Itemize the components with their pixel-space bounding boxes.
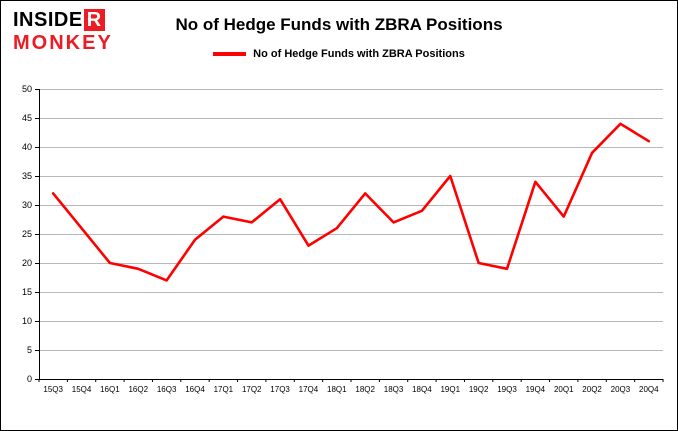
x-tick-label: 19Q2 bbox=[469, 385, 489, 394]
title-block: No of Hedge Funds with ZBRA Positions No… bbox=[1, 15, 677, 60]
logo-red-letter: R bbox=[83, 9, 105, 31]
x-tick-label: 15Q3 bbox=[43, 385, 63, 394]
x-tick-label: 17Q2 bbox=[242, 385, 262, 394]
x-tick-label: 20Q3 bbox=[611, 385, 631, 394]
y-tick-label: 40 bbox=[22, 142, 32, 152]
chart-title: No of Hedge Funds with ZBRA Positions bbox=[175, 15, 503, 34]
y-tick-label: 50 bbox=[22, 84, 32, 94]
x-tick-label: 19Q4 bbox=[526, 385, 546, 394]
y-tick-label: 5 bbox=[27, 345, 32, 355]
legend-line-swatch bbox=[213, 52, 247, 56]
legend: No of Hedge Funds with ZBRA Positions bbox=[1, 48, 677, 60]
x-tick-label: 16Q4 bbox=[185, 385, 205, 394]
x-tick-label: 19Q1 bbox=[440, 385, 460, 394]
x-tick-label: 20Q2 bbox=[582, 385, 602, 394]
x-tick-label: 18Q3 bbox=[384, 385, 404, 394]
x-tick-label: 17Q3 bbox=[270, 385, 290, 394]
y-tick-label: 20 bbox=[22, 258, 32, 268]
x-tick-label: 18Q2 bbox=[355, 385, 375, 394]
x-tick-label: 18Q1 bbox=[327, 385, 347, 394]
y-tick-label: 30 bbox=[22, 200, 32, 210]
x-tick-label: 19Q3 bbox=[497, 385, 517, 394]
insider-monkey-logo: INSIDE R MONKEY bbox=[13, 9, 113, 54]
x-tick-label: 17Q1 bbox=[214, 385, 234, 394]
y-tick-label: 10 bbox=[22, 316, 32, 326]
x-tick-label: 17Q4 bbox=[299, 385, 319, 394]
x-axis-labels: 15Q3 15Q4 16Q1 16Q2 16Q3 16Q4 17Q1 17Q2 17Q3 17Q4… bbox=[43, 385, 659, 394]
legend-label: No of Hedge Funds with ZBRA Positions bbox=[253, 48, 465, 60]
x-tick-label: 16Q3 bbox=[157, 385, 177, 394]
x-tick-label: 16Q2 bbox=[128, 385, 148, 394]
x-tick-label: 20Q4 bbox=[639, 385, 659, 394]
x-tick-label: 16Q1 bbox=[100, 385, 120, 394]
logo-insider-prefix: INSIDE bbox=[13, 9, 83, 31]
y-tick-label: 0 bbox=[27, 374, 32, 384]
x-tick-label: 20Q1 bbox=[554, 385, 574, 394]
x-tick-label: 18Q4 bbox=[412, 385, 432, 394]
y-tick-label: 35 bbox=[22, 171, 32, 181]
x-axis-ticks bbox=[38, 379, 664, 382]
logo-insider-text: INSIDE R bbox=[13, 9, 113, 32]
y-axis-labels: 0 5 10 15 20 25 30 35 40 45 50 bbox=[22, 84, 39, 384]
logo-monkey-text: MONKEY bbox=[13, 31, 113, 54]
x-tick-label: 15Q4 bbox=[72, 385, 92, 394]
y-tick-label: 45 bbox=[22, 113, 32, 123]
grid-lines bbox=[39, 89, 663, 351]
line-chart: 0 5 10 15 20 25 30 35 40 45 50 15Q3 15Q4 16Q1 16Q2 16Q3… bbox=[22, 84, 664, 394]
data-line-zbra bbox=[51, 122, 651, 282]
y-tick-label: 25 bbox=[22, 229, 32, 239]
y-tick-label: 15 bbox=[22, 287, 32, 297]
